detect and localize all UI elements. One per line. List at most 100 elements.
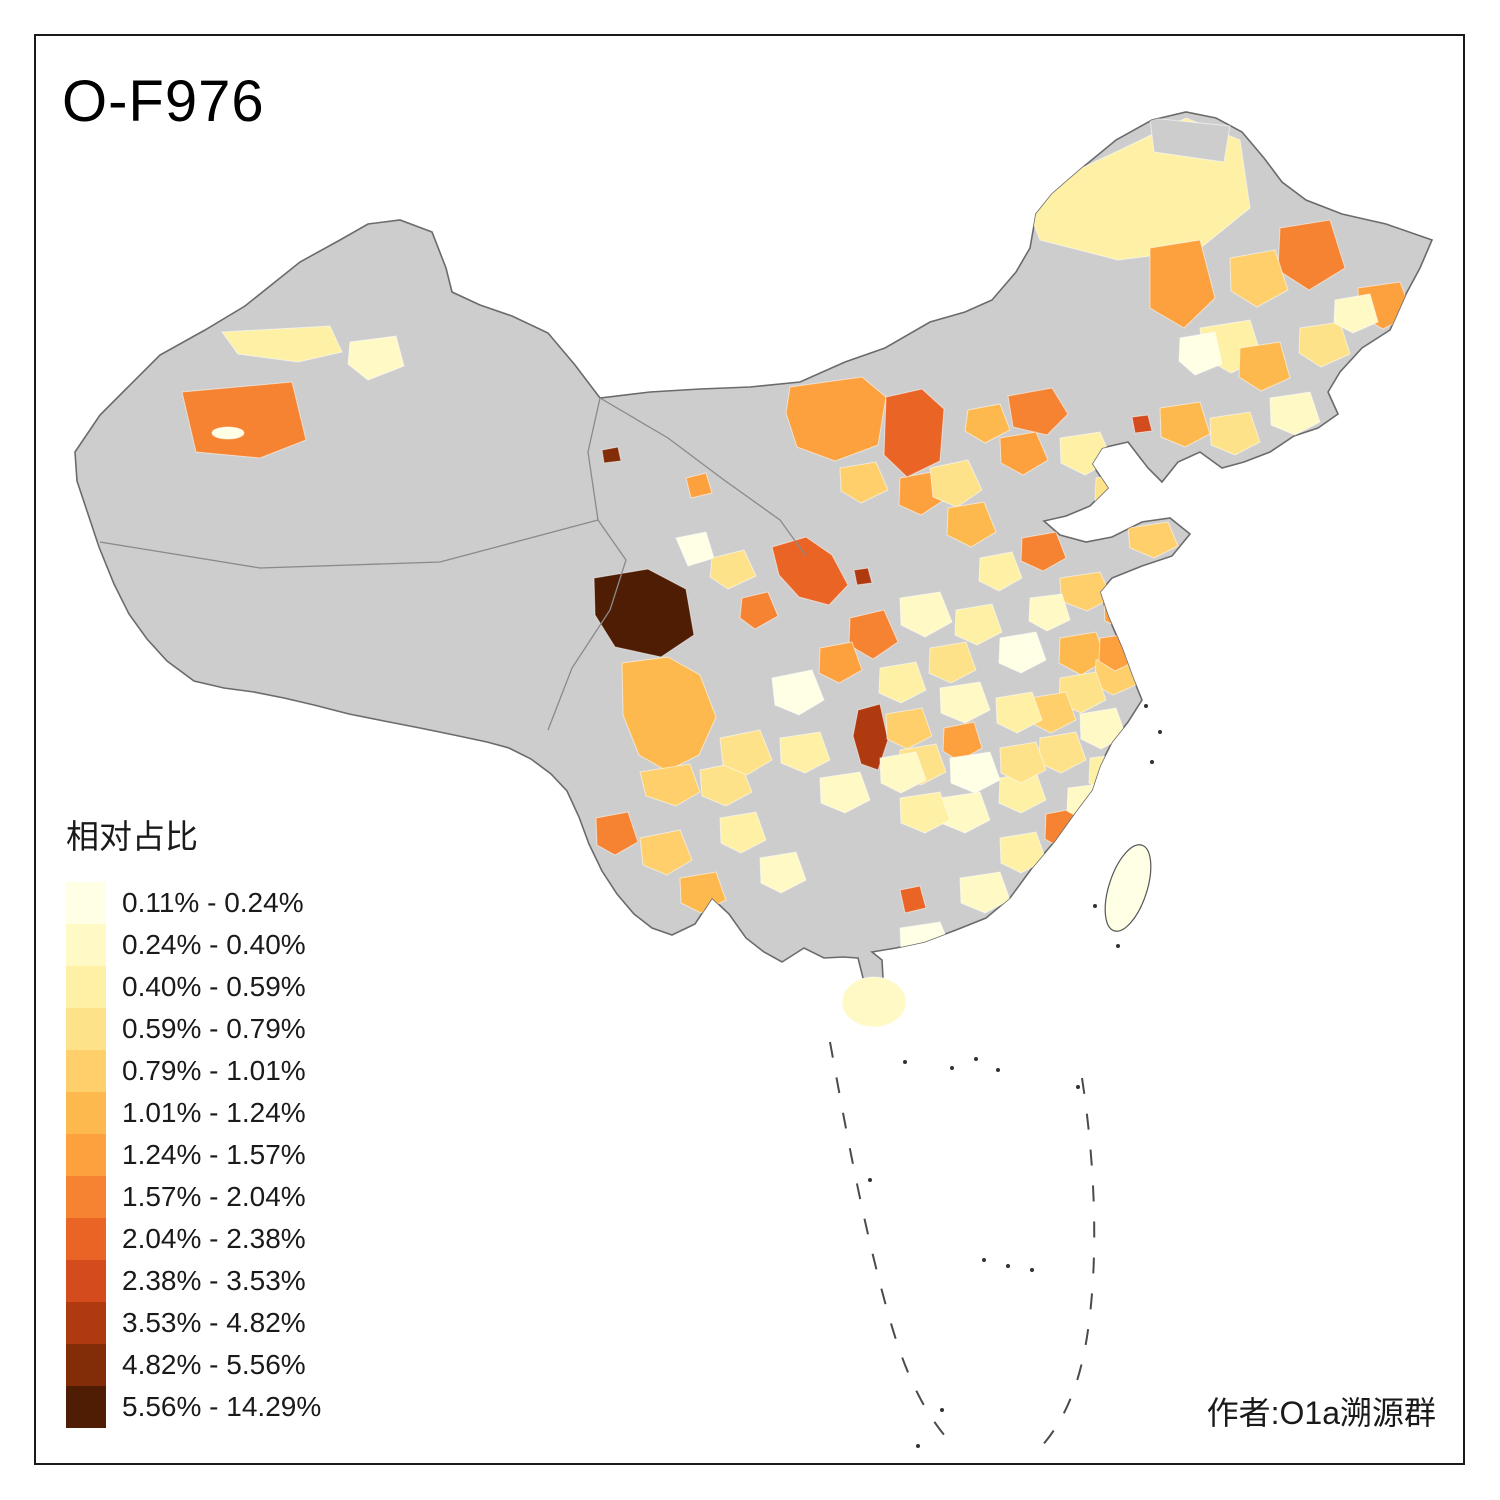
map-cell: [818, 641, 863, 684]
map-cell: [954, 603, 1003, 646]
legend-swatch: [66, 1218, 106, 1260]
map-cell: [1149, 117, 1231, 163]
map-cell: [879, 751, 927, 794]
legend-label: 5.56% - 14.29%: [122, 1391, 322, 1422]
map-cell: [211, 426, 245, 440]
map-cell: [885, 707, 933, 750]
map-cell: [1044, 807, 1089, 850]
legend-swatch: [66, 1008, 106, 1050]
map-cell: [1088, 753, 1133, 794]
map-cell: [964, 403, 1011, 444]
legend-row: 1.24% - 1.57%: [66, 1134, 321, 1176]
map-cell: [848, 609, 899, 660]
map-cell: [1028, 593, 1071, 632]
map-cell: [899, 885, 927, 914]
map-cell: [978, 551, 1023, 592]
small-islands: [868, 704, 1162, 1448]
map-cell: [621, 656, 717, 772]
map-cell: [939, 681, 991, 724]
map-cell: [899, 921, 951, 958]
map-cell: [999, 741, 1047, 784]
map-cell: [929, 459, 983, 508]
map-cell: [949, 751, 1001, 794]
map-cell: [779, 731, 831, 774]
map-cell: [771, 669, 825, 716]
legend-row: 0.79% - 1.01%: [66, 1050, 321, 1092]
map-cell: [719, 811, 767, 854]
legend-row: 1.57% - 2.04%: [66, 1176, 321, 1218]
map-cell: [946, 501, 997, 548]
legend-row: 1.01% - 1.24%: [66, 1092, 321, 1134]
legend-row: 0.40% - 0.59%: [66, 966, 321, 1008]
legend-label: 0.24% - 0.40%: [122, 929, 306, 960]
attribution-text: 作者:O1a溯源群: [1206, 1395, 1436, 1431]
legend-label: 0.59% - 0.79%: [122, 1013, 306, 1044]
legend-row: 5.56% - 14.29%: [66, 1386, 321, 1428]
legend-row: 0.24% - 0.40%: [66, 924, 321, 966]
map-cell: [1178, 331, 1223, 376]
map-cell: [739, 591, 779, 630]
legend-label: 1.24% - 1.57%: [122, 1139, 306, 1170]
choropleth-cells: [181, 117, 1413, 958]
map-cell: [1333, 293, 1379, 334]
legend-swatch: [66, 1260, 106, 1302]
legend-swatch: [66, 1344, 106, 1386]
legend-label: 1.01% - 1.24%: [122, 1097, 306, 1128]
map-cell: [878, 661, 927, 704]
map-cell: [1238, 341, 1291, 392]
legend-label: 2.38% - 3.53%: [122, 1265, 306, 1296]
map-cell: [347, 335, 405, 381]
map-cell: [839, 461, 889, 504]
map-cell: [709, 549, 757, 590]
legend-swatch: [66, 1134, 106, 1176]
map-cell: [639, 829, 693, 876]
legend-row: 2.04% - 2.38%: [66, 1218, 321, 1260]
map-cell: [853, 567, 873, 586]
legend-row: 0.11% - 0.24%: [66, 882, 321, 924]
map-cell: [995, 691, 1043, 734]
legend-swatch: [66, 1176, 106, 1218]
map-cell: [639, 763, 701, 807]
legend-rows: 0.11% - 0.24% 0.24% - 0.40% 0.40% - 0.59…: [66, 882, 321, 1428]
map-cell: [899, 591, 953, 638]
map-cell: [1011, 891, 1059, 934]
legend-swatch: [66, 924, 106, 966]
legend-row: 4.82% - 5.56%: [66, 1344, 321, 1386]
map-cell: [899, 791, 951, 834]
map-cell: [1229, 249, 1289, 308]
map-cell: [959, 871, 1011, 914]
map-cell: [785, 376, 887, 462]
legend-label: 4.82% - 5.56%: [122, 1349, 306, 1380]
legend-title: 相对占比: [66, 818, 198, 855]
legend-label: 0.79% - 1.01%: [122, 1055, 306, 1086]
legend-swatch: [66, 1386, 106, 1428]
map-cell: [1269, 391, 1321, 436]
map-cell: [999, 431, 1049, 476]
map-cell: [1127, 521, 1179, 559]
legend-row: 0.59% - 0.79%: [66, 1008, 321, 1050]
legend-swatch: [66, 882, 106, 924]
map-cell: [928, 641, 977, 684]
province-borders: [99, 397, 807, 731]
map-cell: [595, 811, 639, 856]
map-cell: [759, 851, 807, 894]
legend-swatch: [66, 1302, 106, 1344]
map-cell: [593, 568, 695, 658]
map-cell: [685, 472, 713, 499]
legend-label: 3.53% - 4.82%: [122, 1307, 306, 1338]
map-cell: [1131, 414, 1153, 434]
map-cell: [601, 446, 622, 464]
map-cell: [221, 325, 343, 363]
legend-swatch: [66, 966, 106, 1008]
map-cell: [1058, 631, 1107, 676]
legend: 相对占比 0.11% - 0.24% 0.24% - 0.40% 0.40% -…: [66, 810, 321, 1428]
map-cell: [181, 381, 307, 459]
map-cell: [771, 536, 849, 606]
legend-row: 2.38% - 3.53%: [66, 1260, 321, 1302]
page-title: O-F976: [62, 69, 265, 134]
map-cell: [1209, 411, 1261, 456]
map-cell: [1298, 321, 1351, 368]
legend-swatch: [66, 1092, 106, 1134]
hainan-island: [841, 976, 907, 1028]
